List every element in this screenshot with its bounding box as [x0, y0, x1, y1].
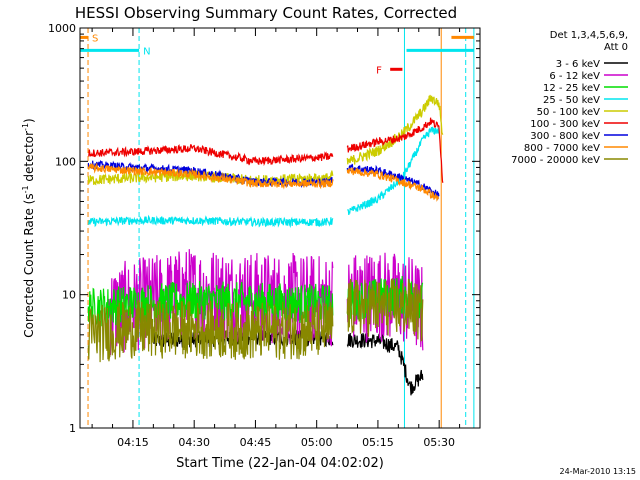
y-axis-label: Corrected Count Rate (s-1 detector-1)	[21, 118, 36, 337]
series-line	[346, 163, 440, 200]
series-line	[88, 144, 334, 167]
annotation-label: S	[92, 33, 98, 44]
y-tick-label: 10	[62, 289, 76, 302]
x-tick-label: 05:15	[362, 436, 394, 449]
legend-label: 6 - 12 keV	[549, 71, 600, 82]
legend-label: 800 - 7000 keV	[524, 143, 600, 154]
y-axis: 1 10 100 1000	[48, 22, 480, 435]
annotation-label: F	[376, 65, 382, 76]
series-line	[87, 162, 334, 190]
legend-label: 7000 - 20000 keV	[511, 155, 600, 166]
y-label-sup-1: -1	[21, 185, 30, 193]
legend-label: 300 - 800 keV	[530, 131, 600, 142]
x-tick-label: 04:45	[240, 436, 272, 449]
x-axis-label: Start Time (22-Jan-04 04:02:02)	[176, 456, 384, 471]
legend-label: 50 - 100 keV	[537, 107, 601, 118]
marker-layer	[87, 28, 475, 428]
x-tick-label: 05:00	[301, 436, 333, 449]
legend-label: 25 - 50 keV	[543, 95, 600, 106]
series-line	[87, 299, 334, 363]
legend-title: Att 0	[604, 42, 628, 53]
series-line	[346, 332, 424, 396]
y-label-part-2: detector	[22, 131, 36, 186]
series-line	[346, 94, 444, 165]
y-tick-label: 100	[55, 155, 76, 168]
legend-title: Det 1,3,4,5,6,9,	[550, 30, 628, 41]
chart-title: HESSI Observing Summary Count Rates, Cor…	[75, 4, 457, 22]
series-line	[346, 117, 444, 183]
legend-label: 100 - 300 keV	[530, 119, 600, 130]
annotation-layer: S N F	[80, 33, 474, 76]
series-line	[346, 167, 440, 202]
series-layer	[87, 94, 444, 396]
series-line	[87, 214, 334, 229]
series-line	[108, 249, 334, 356]
legend-label: 12 - 25 keV	[543, 83, 600, 94]
y-label-sup-2: -1	[21, 123, 30, 131]
annotation-label: N	[143, 46, 150, 57]
y-tick-label: 1	[69, 422, 76, 435]
y-tick-label: 1000	[48, 22, 76, 35]
x-tick-label: 05:30	[423, 436, 455, 449]
x-tick-label: 04:30	[178, 436, 210, 449]
plot-frame	[79, 27, 481, 429]
legend-label: 3 - 6 keV	[556, 59, 600, 70]
footer-timestamp: 24-Mar-2010 13:15	[560, 467, 637, 476]
y-label-part-3: )	[22, 118, 36, 123]
x-tick-label: 04:15	[117, 436, 149, 449]
series-line	[346, 126, 440, 216]
y-label-part-1: Corrected Count Rate (s	[22, 193, 36, 337]
x-axis: 04:15 04:30 04:45 05:00 05:15 05:30	[91, 28, 481, 449]
series-line	[346, 277, 424, 343]
